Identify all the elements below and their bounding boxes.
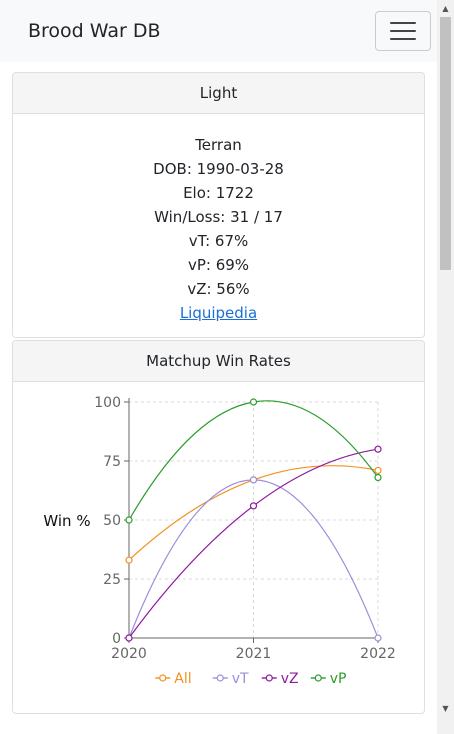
data-point-vt xyxy=(249,476,258,484)
legend-marker xyxy=(216,674,224,682)
y-tick-label: 75 xyxy=(103,454,121,470)
legend-label: vT xyxy=(232,671,249,687)
legend-label: vP xyxy=(330,671,347,687)
y-tick-label: 100 xyxy=(94,395,121,411)
data-point-vz xyxy=(125,634,133,642)
scroll-up-arrow-icon[interactable]: ▲ xyxy=(442,4,449,13)
player-race: Terran xyxy=(195,136,242,154)
vertical-scrollbar[interactable]: ▲ ▼ xyxy=(437,0,454,734)
player-vt-rate: vT: 67% xyxy=(188,232,249,250)
player-vp-rate: vP: 69% xyxy=(187,256,250,274)
scroll-down-arrow-icon[interactable]: ▼ xyxy=(442,704,449,713)
data-point-vz xyxy=(374,445,382,453)
y-tick-label: 25 xyxy=(103,572,121,588)
data-point-all xyxy=(125,556,133,564)
win-rate-chart: 0 25 50 75 100 2020 2021 2022 Win % All vT vZ vP xyxy=(43,395,396,687)
series-line-vp xyxy=(128,400,379,521)
y-axis-label: Win % xyxy=(43,512,90,530)
navbar: Brood War DB xyxy=(0,0,437,62)
player-vz-rate: vZ: 56% xyxy=(187,280,250,298)
legend-item-all: All xyxy=(155,671,192,687)
legend-label: All xyxy=(174,671,191,687)
player-card: Light Terran DOB: 1990-03-28 Elo: 1722 W… xyxy=(12,72,425,338)
hamburger-menu-icon[interactable] xyxy=(375,11,431,51)
liquipedia-link[interactable]: Liquipedia xyxy=(179,304,258,322)
brand-title[interactable]: Brood War DB xyxy=(28,20,161,42)
y-tick-label: 50 xyxy=(103,513,121,529)
x-tick-label: 2021 xyxy=(236,646,272,662)
y-tick-label: 0 xyxy=(112,631,121,647)
legend-item-vt: vT xyxy=(212,671,249,687)
matchup-chart-card: Matchup Win Rates 0 25 50 75 100 2020 2021 2022… xyxy=(12,340,425,714)
data-point-vp xyxy=(249,398,258,406)
data-point-vt xyxy=(374,634,382,642)
chart-card-title: Matchup Win Rates xyxy=(13,341,424,382)
data-point-vp xyxy=(374,473,382,482)
legend-marker xyxy=(314,674,322,682)
x-tick-label: 2020 xyxy=(111,646,147,662)
legend-marker xyxy=(265,674,273,682)
data-point-all xyxy=(374,466,382,475)
x-tick-label: 2022 xyxy=(360,646,396,662)
legend-label: vZ xyxy=(281,671,299,687)
player-dob: DOB: 1990-03-28 xyxy=(153,160,284,178)
legend-item-vp: vP xyxy=(310,671,347,687)
legend-item-vz: vZ xyxy=(261,671,299,687)
player-win-loss: Win/Loss: 31 / 17 xyxy=(154,208,283,226)
player-elo: Elo: 1722 xyxy=(183,184,254,202)
scrollbar-thumb[interactable] xyxy=(440,17,451,270)
player-details: Terran DOB: 1990-03-28 Elo: 1722 Win/Los… xyxy=(13,114,424,325)
player-name: Light xyxy=(13,73,424,114)
legend-marker xyxy=(159,674,167,682)
data-point-vp xyxy=(125,516,133,524)
data-point-vz xyxy=(249,502,258,510)
